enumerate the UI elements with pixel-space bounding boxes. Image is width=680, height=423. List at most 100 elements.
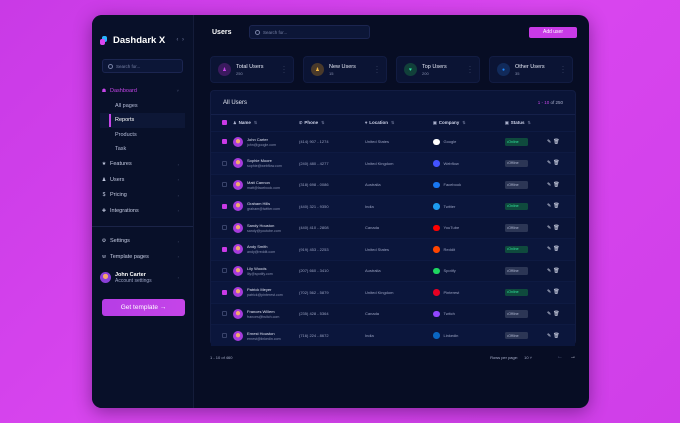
trash-icon[interactable]: 🗑 [553, 224, 562, 231]
column-name[interactable]: ♟ Name ⇅ [233, 115, 299, 131]
collapse-sidebar-icon[interactable]: ‹ › [176, 37, 185, 43]
sidebar-subitem-task[interactable]: Task [100, 142, 185, 157]
table-row[interactable]: Sandy Houston sandy@youtube.com (440) 410 … [211, 216, 575, 239]
prev-page-button[interactable]: ← [557, 354, 563, 360]
edit-icon[interactable]: ✎ [547, 160, 554, 167]
row-checkbox[interactable] [222, 289, 227, 295]
next-page-button[interactable]: → [570, 354, 576, 360]
more-options-icon[interactable]: · · · [376, 64, 378, 76]
sidebar-item-settings[interactable]: ⚙ Settings › [100, 234, 185, 250]
table-row[interactable]: John Carter john@google.com (414) 907 - 12… [211, 130, 575, 153]
trash-icon[interactable]: 🗑 [553, 181, 562, 188]
location-cell: Australia [365, 259, 433, 282]
home-icon: ☗ [101, 87, 107, 94]
table-row[interactable]: Ernest Houston ernest@linkedin.com (716) 2… [211, 324, 575, 346]
trash-icon[interactable]: 🗑 [553, 246, 562, 253]
more-options-icon[interactable]: · · · [562, 64, 564, 76]
sidebar-item-users[interactable]: ♟ Users › [100, 172, 185, 188]
column-location[interactable]: ⌖ Location ⇅ [365, 115, 433, 131]
column-status[interactable]: ▣ Status ⇅ [505, 115, 547, 131]
sort-icon[interactable]: ⇅ [462, 120, 466, 126]
phone-icon: ✆ [299, 120, 303, 126]
add-user-button[interactable]: Add user [529, 26, 577, 38]
sidebar-subitem-all-pages[interactable]: All pages [100, 99, 185, 114]
sidebar-search-input[interactable]: Search for... [102, 59, 183, 73]
row-checkbox[interactable] [222, 268, 227, 274]
company: Linkedin [433, 332, 505, 339]
row-checkbox[interactable] [222, 160, 227, 166]
search-input[interactable]: Search for... [249, 25, 370, 39]
row-checkbox[interactable] [222, 225, 227, 231]
more-options-icon[interactable]: · · · [469, 64, 471, 76]
edit-icon[interactable]: ✎ [547, 203, 554, 210]
account-settings[interactable]: John Carter Account settings › [100, 267, 185, 289]
user-email: lily@spotify.com [247, 271, 273, 276]
user-email: frances@twitch.com [247, 314, 280, 319]
row-checkbox[interactable] [222, 333, 227, 338]
row-checkbox[interactable] [222, 311, 227, 317]
sidebar-item-label: Dashboard [110, 87, 137, 94]
status-badge: • Offline [505, 159, 528, 167]
name-cell: Frances Willem frances@twitch.com [233, 302, 299, 325]
profile-text: John Carter Account settings [115, 272, 152, 284]
row-checkbox[interactable] [222, 246, 227, 252]
row-checkbox[interactable] [222, 182, 227, 188]
trash-icon[interactable]: 🗑 [553, 289, 562, 296]
sidebar-subitem-label: All pages [115, 102, 138, 109]
table-row[interactable]: Andy Smith andy@reddit.com (919) 453 - 225… [211, 238, 575, 260]
table-title: All Users [223, 99, 248, 106]
rows-per-page-select[interactable]: 10 ˅ [524, 354, 532, 360]
table-count: 1 - 10 of 250 [538, 100, 563, 105]
table-row[interactable]: Matt Cannon matt@facebook.com (318) 698 - … [211, 173, 575, 196]
company-name: Pinterest [443, 289, 460, 295]
sidebar-item-pricing[interactable]: $ Pricing › [100, 188, 185, 204]
edit-icon[interactable]: ✎ [547, 267, 554, 274]
edit-icon[interactable]: ✎ [547, 289, 554, 296]
trash-icon[interactable]: 🗑 [553, 203, 562, 210]
edit-icon[interactable]: ✎ [547, 224, 554, 231]
column-actions [547, 115, 575, 131]
company-name: YouTube [443, 225, 460, 231]
table-row[interactable]: Frances Willem frances@twitch.com (235) 42… [211, 302, 575, 325]
user-name: Patrick Meyer [247, 287, 272, 293]
sidebar-item-template-pages[interactable]: w Template pages › [100, 249, 185, 265]
column-company[interactable]: ▣ Company ⇅ [433, 115, 505, 131]
trash-icon[interactable]: 🗑 [553, 332, 562, 339]
sidebar-item-integrations[interactable]: ✚ Integrations › [100, 203, 185, 219]
sidebar-subitem-reports[interactable]: Reports [100, 113, 185, 128]
more-options-icon[interactable]: · · · [283, 64, 285, 76]
sidebar-subitem-products[interactable]: Products [100, 128, 185, 143]
row-actions: ✎🗑 [547, 246, 562, 252]
edit-icon[interactable]: ✎ [547, 181, 554, 188]
trash-icon[interactable]: 🗑 [553, 310, 562, 317]
table-row[interactable]: Patrick Meyer patrick@pinterest.com (702) … [211, 281, 575, 303]
name-cell: Lily Woods lily@spotify.com [233, 259, 299, 282]
row-checkbox[interactable] [222, 139, 227, 145]
select-cell [211, 259, 233, 282]
sidebar-item-dashboard[interactable]: ☗ Dashboard ˅ [100, 83, 185, 99]
table-row[interactable]: Lily Woods lily@spotify.com (207) 660 - 34… [211, 259, 575, 282]
get-template-button[interactable]: Get template → [102, 299, 185, 316]
stat-value: 35 [515, 70, 520, 76]
sort-icon[interactable]: ⇅ [253, 120, 258, 126]
edit-icon[interactable]: ✎ [547, 246, 554, 253]
edit-icon[interactable]: ✎ [547, 310, 554, 317]
trash-icon[interactable]: 🗑 [553, 267, 562, 274]
column-phone[interactable]: ✆ Phone ⇅ [299, 115, 365, 131]
user-email: ernest@linkedin.com [247, 336, 281, 341]
trash-icon[interactable]: 🗑 [553, 160, 562, 167]
table-row[interactable]: Sophie Moore sophie@webflow.com (240) 480 … [211, 152, 575, 174]
user-icon: ♟ [233, 120, 237, 126]
edit-icon[interactable]: ✎ [547, 138, 554, 145]
sidebar-item-features[interactable]: ★ Features › [100, 157, 185, 173]
select-all-checkbox[interactable] [222, 120, 227, 126]
trash-icon[interactable]: 🗑 [553, 138, 562, 145]
sort-icon[interactable]: ⇅ [527, 120, 531, 126]
row-checkbox[interactable] [222, 203, 227, 209]
stat-card-other-users: ● Other Users 35 · · · [489, 56, 573, 83]
sort-icon[interactable]: ⇅ [391, 120, 395, 126]
edit-icon[interactable]: ✎ [547, 332, 554, 339]
location-cell: Australia [365, 173, 433, 196]
sort-icon[interactable]: ⇅ [321, 120, 325, 126]
table-row[interactable]: Graham Hills graham@twitter.com (440) 321 … [211, 195, 575, 217]
